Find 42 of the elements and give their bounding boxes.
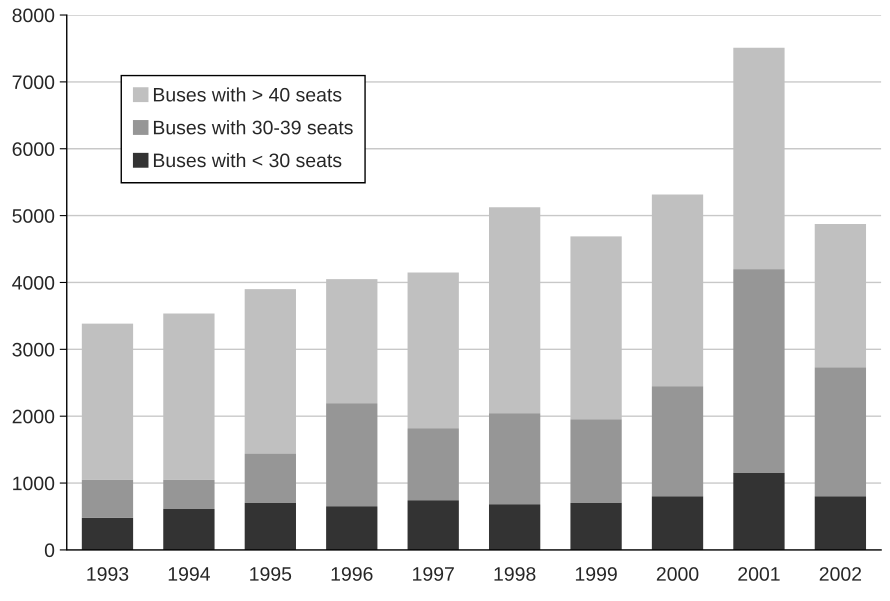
bar — [82, 518, 134, 550]
bar — [488, 414, 540, 504]
bar — [733, 269, 785, 473]
x-tick-label: 1997 — [413, 567, 454, 581]
y-tick-label: 7000 — [12, 75, 54, 90]
bar — [163, 480, 215, 509]
y-tick-label: 3000 — [12, 342, 54, 357]
bar — [733, 472, 785, 550]
y-tick-label: 0 — [44, 543, 54, 558]
bar — [326, 506, 378, 550]
bar — [82, 480, 134, 518]
bar — [244, 502, 296, 550]
bar — [163, 508, 215, 550]
y-tick-label: 4000 — [12, 276, 54, 290]
bar — [408, 428, 459, 500]
bar — [570, 419, 622, 503]
bar — [244, 454, 296, 503]
x-tick-label: 2002 — [820, 567, 862, 581]
x-tick-label: 1993 — [87, 567, 128, 581]
bar — [570, 502, 622, 550]
y-tick-label: 6000 — [12, 142, 54, 156]
y-tick-label: 8000 — [12, 8, 54, 22]
x-tick-label: 2000 — [656, 567, 698, 581]
x-tick-label: 1998 — [494, 567, 536, 581]
bar — [488, 504, 540, 550]
x-tick-label: 1995 — [250, 567, 292, 581]
x-tick-label: 1994 — [168, 567, 210, 581]
x-tick-label: 1999 — [576, 567, 617, 581]
y-tick-label: 2000 — [12, 410, 54, 424]
x-tick-label: 2001 — [738, 567, 780, 581]
legend-label: Buses with > 40 seats — [154, 87, 342, 102]
x-tick-label: 1996 — [332, 567, 373, 581]
bar — [326, 403, 378, 506]
bar — [814, 496, 866, 550]
y-tick-label: 1000 — [13, 476, 54, 490]
legend-label: Buses with 30-39 seats — [154, 120, 353, 134]
legend-label: Buses with < 30 seats — [154, 152, 342, 168]
bar — [814, 367, 866, 496]
bar — [652, 386, 704, 496]
bar — [408, 500, 459, 550]
bar — [652, 496, 704, 550]
y-tick-label: 5000 — [12, 209, 54, 223]
